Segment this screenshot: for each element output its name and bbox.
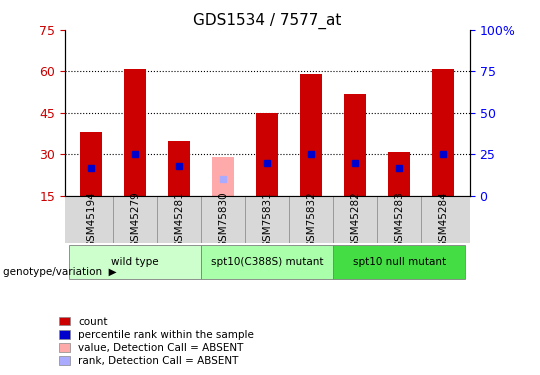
Text: GSM75831: GSM75831 <box>262 191 272 248</box>
Title: GDS1534 / 7577_at: GDS1534 / 7577_at <box>193 12 341 28</box>
Bar <box>345 94 366 196</box>
Legend: count, percentile rank within the sample, value, Detection Call = ABSENT, rank, : count, percentile rank within the sample… <box>59 316 254 366</box>
Text: spt10 null mutant: spt10 null mutant <box>353 256 446 267</box>
Text: GSM75832: GSM75832 <box>306 191 316 248</box>
Bar <box>300 74 322 196</box>
Bar <box>69 245 201 279</box>
Text: spt10(C388S) mutant: spt10(C388S) mutant <box>211 256 323 267</box>
Bar <box>201 245 333 279</box>
Bar <box>333 245 465 279</box>
Text: GSM45283: GSM45283 <box>394 191 404 248</box>
Text: GSM45281: GSM45281 <box>174 191 184 248</box>
Text: GSM45194: GSM45194 <box>86 191 96 248</box>
Bar <box>80 132 102 196</box>
Bar <box>168 141 190 196</box>
Bar <box>388 152 410 196</box>
Text: wild type: wild type <box>111 256 159 267</box>
Text: GSM45279: GSM45279 <box>130 191 140 248</box>
Bar <box>256 113 278 196</box>
Text: GSM45282: GSM45282 <box>350 191 360 248</box>
Text: genotype/variation  ▶: genotype/variation ▶ <box>3 267 116 277</box>
Bar <box>124 69 146 196</box>
Bar <box>433 69 454 196</box>
Bar <box>212 157 234 196</box>
Text: GSM45284: GSM45284 <box>438 191 448 248</box>
Text: GSM75830: GSM75830 <box>218 191 228 248</box>
